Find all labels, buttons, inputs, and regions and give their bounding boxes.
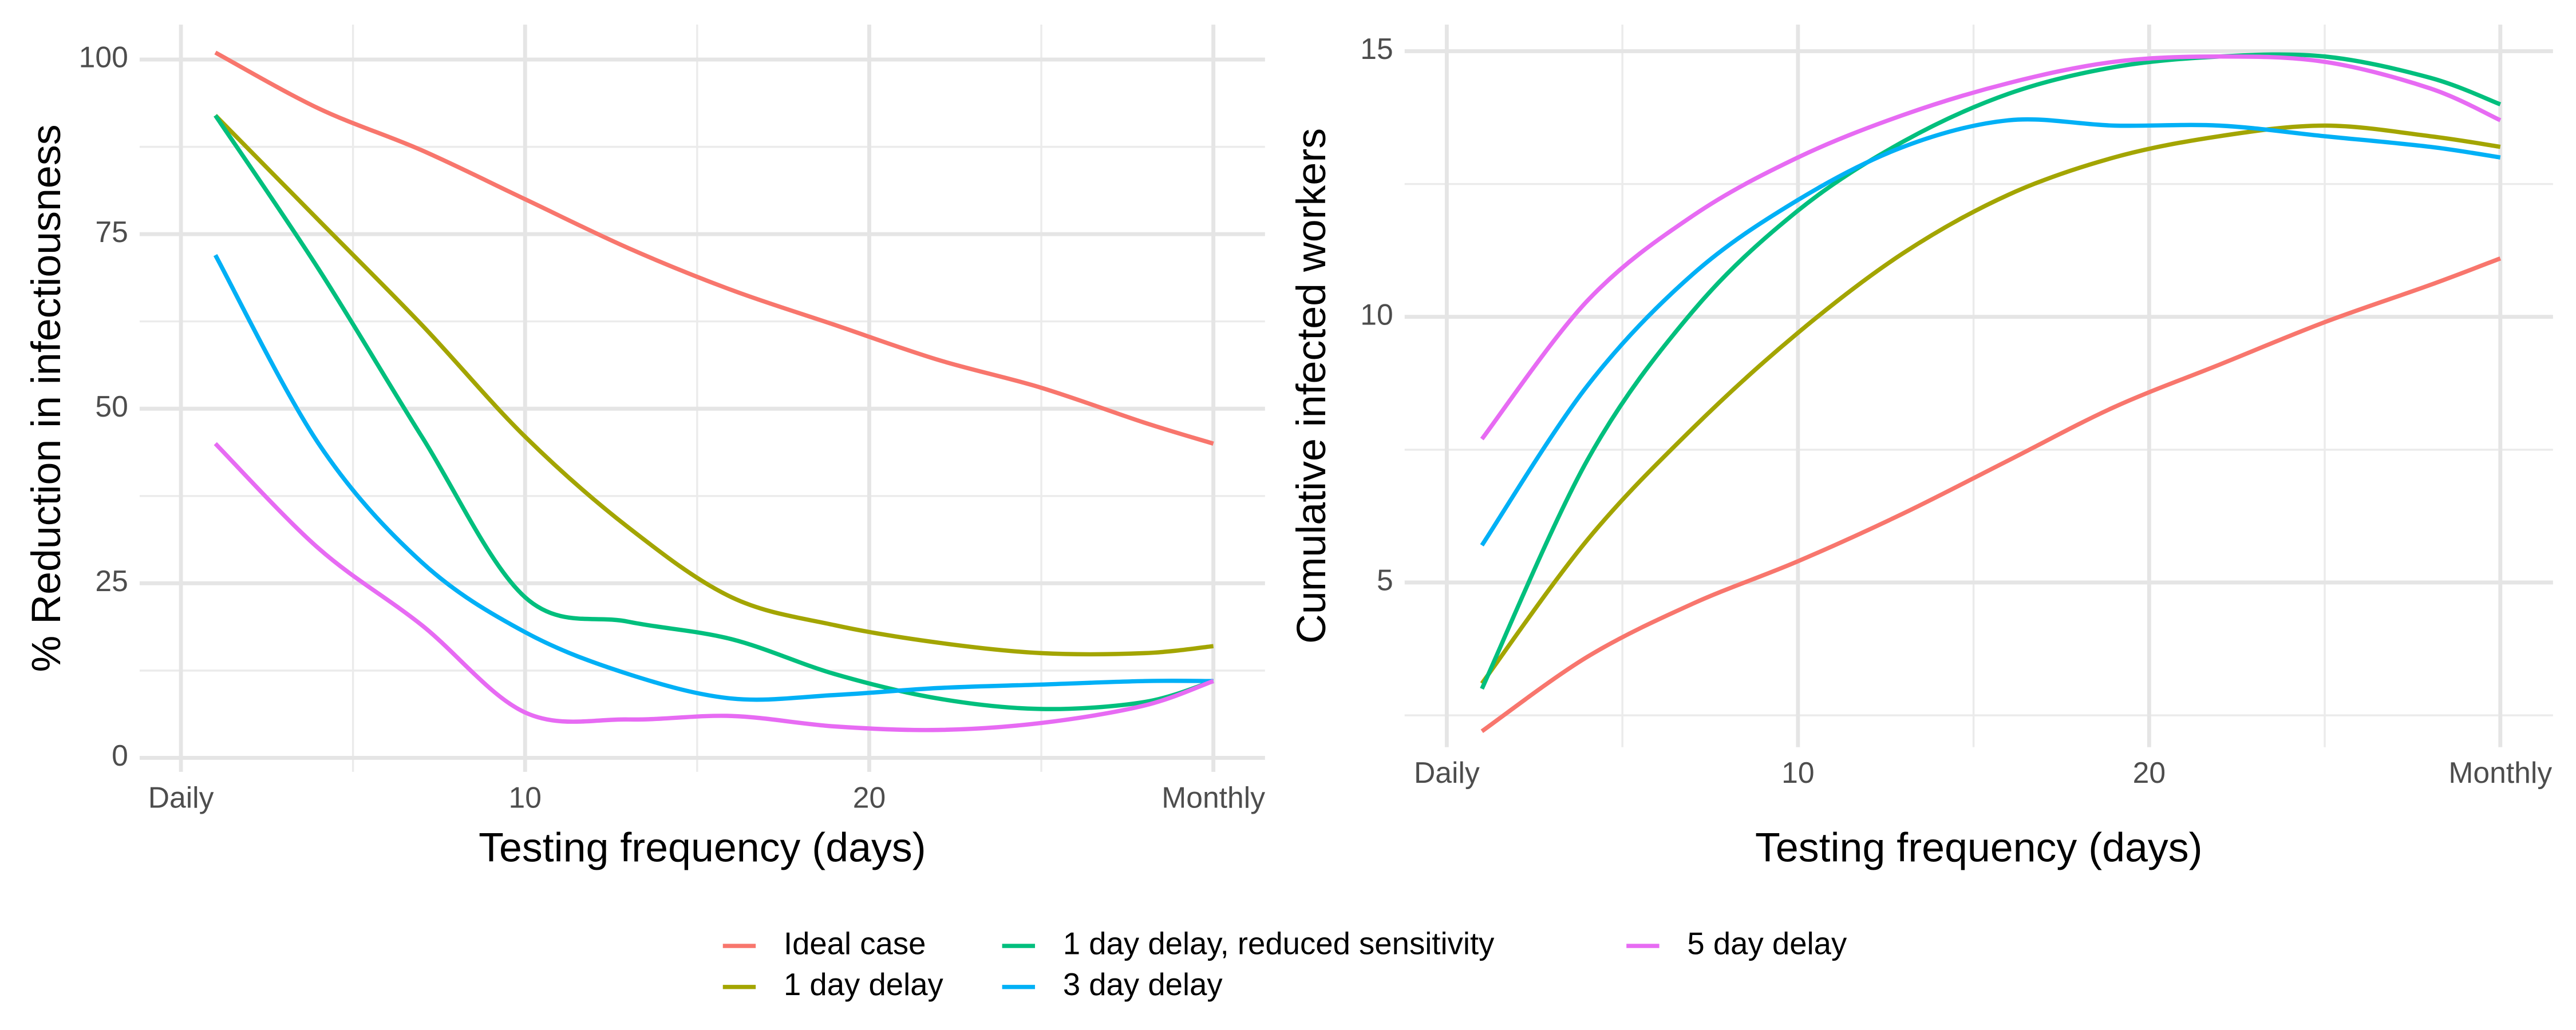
x-tick-label: 10 [509,781,542,814]
x-tick-label: Monthly [1161,781,1265,814]
y-tick-label: 0 [112,739,128,772]
y-tick-label: 100 [79,41,128,74]
legend-label: 1 day delay [784,967,944,1002]
y-tick-label: 15 [1360,32,1393,65]
y-tick-label: 50 [95,390,128,423]
legend: Ideal case 1 day delay 1 day delay, reduce… [722,926,1847,1002]
x-tick-label: Monthly [2448,756,2552,789]
y-axis-title: % Reduction in infectiousness [23,124,69,672]
legend-label: 3 day delay [1063,967,1223,1002]
series-line [214,114,1214,711]
series-line [214,442,1214,732]
y-tick-label: 5 [1377,564,1393,597]
legend-label: 5 day delay [1687,926,1847,961]
legend-label: 1 day delay, reduced sensitivity [1063,926,1495,961]
y-tick-label: 10 [1360,298,1393,331]
legend-label: Ideal case [784,926,926,961]
x-tick-label: Daily [1414,756,1480,789]
series-line [1480,52,2502,690]
x-axis-title: Testing frequency (days) [479,825,926,871]
y-axis-title: Cumulative infected workers [1289,128,1334,644]
x-tick-label: 20 [853,781,886,814]
y-tick-label: 75 [95,215,128,248]
series-line [213,253,1214,702]
x-tick-label: 20 [2133,756,2166,789]
series-line [214,50,1214,446]
series-line [1480,54,2502,441]
series-line [214,114,1214,657]
series-line [1480,123,2501,685]
x-tick-label: Daily [148,781,214,814]
x-tick-label: 10 [1781,756,1814,789]
y-tick-label: 25 [95,564,128,597]
x-axis-title: Testing frequency (days) [1755,825,2202,871]
series-line [1480,117,2501,547]
series-line [1480,256,2502,733]
